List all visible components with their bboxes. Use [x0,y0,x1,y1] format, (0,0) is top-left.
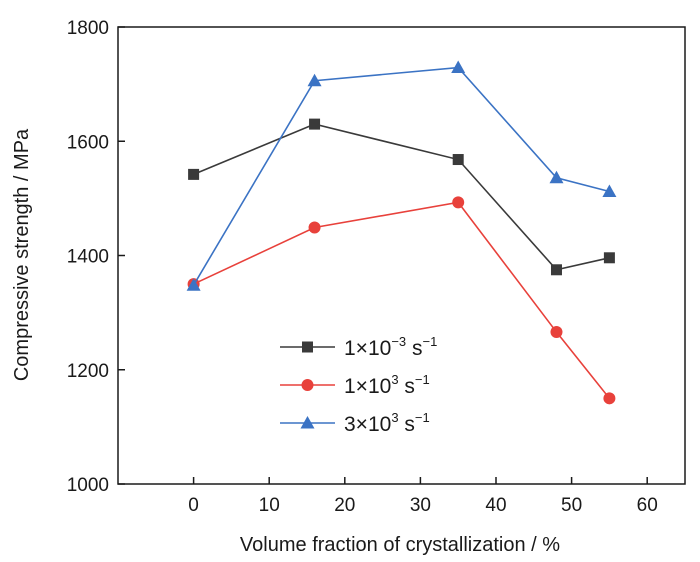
series-2 [187,196,616,405]
legend-label: 1×10−3 s−1 [344,334,437,360]
legend-item-1: 1×10−3 s−1 [280,334,437,360]
data-point [186,278,201,291]
legend-exponent: −3 [391,334,406,349]
legend-label: 1×103 s−1 [344,372,430,398]
legend-marker [301,379,314,391]
data-point [602,184,617,198]
legend-marker [300,416,315,429]
y-tick-label: 1200 [67,361,109,382]
legend-unit-exponent: −1 [415,410,430,425]
series-3 [186,60,617,291]
y-tick-label: 1000 [67,475,109,496]
series-1 [188,118,615,276]
data-point [550,264,562,276]
legend-unit: s [399,375,415,398]
y-tick-label: 1400 [67,247,109,268]
legend-item-3: 3×103 s−1 [280,410,430,436]
data-point [307,73,322,87]
y-axis-title: Compressive strength / MPa [11,128,33,381]
data-point [451,60,466,74]
series-line [193,123,610,271]
legend-marker [302,341,313,353]
legend-exponent: 3 [391,372,398,387]
x-tick-label: 50 [561,495,582,516]
data-point [549,170,564,184]
data-point [452,196,465,209]
x-tick-label: 40 [485,495,506,516]
series-line [192,66,610,286]
legend-exponent: 3 [391,410,398,425]
x-tick-label: 20 [334,495,355,516]
data-point [188,168,200,180]
x-tick-label: 10 [259,495,280,516]
legend-base: 3×10 [344,413,391,436]
legend-unit: s [406,337,422,360]
series-layer [186,60,617,405]
x-tick-label: 60 [637,495,658,516]
legend-unit: s [399,413,415,436]
legend-unit-exponent: −1 [415,372,430,387]
legend: 1×10−3 s−11×103 s−13×103 s−1 [280,334,437,436]
data-point [603,252,615,264]
legend-unit-exponent: −1 [422,334,437,349]
x-tick-label: 30 [410,495,431,516]
data-point [308,221,321,234]
legend-base: 1×10 [344,337,391,360]
y-tick-label: 1800 [67,18,109,39]
y-tick-label: 1600 [67,132,109,153]
legend-item-2: 1×103 s−1 [280,372,430,398]
data-point [452,154,464,166]
legend-base: 1×10 [344,375,391,398]
axes: 0 10 20 30 40 50 60 1000 1200 1400 1600 1800 [67,18,686,516]
x-axis-title: Volume fraction of crystallization / % [240,534,560,556]
x-tick-label: 0 [188,495,199,516]
series-line [193,201,611,399]
data-point [309,118,321,130]
legend-label: 3×103 s−1 [344,410,430,436]
data-point [603,392,616,405]
data-point [550,326,563,339]
